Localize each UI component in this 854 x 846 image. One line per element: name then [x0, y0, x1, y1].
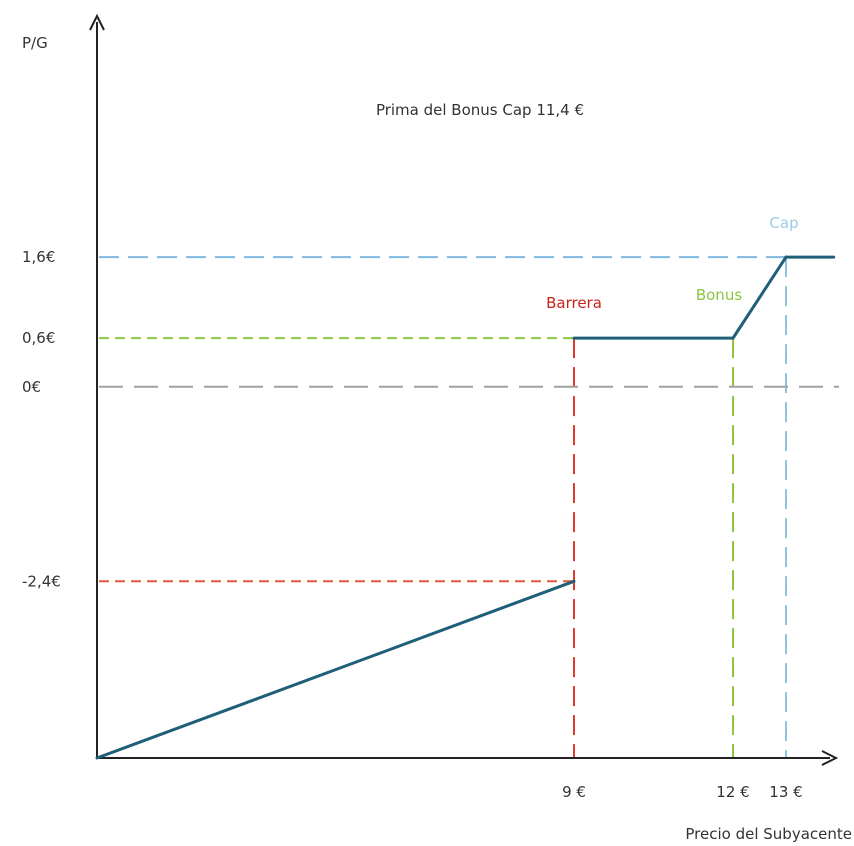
x-tick-label: 9 €	[562, 783, 586, 801]
y-tick-label: 1,6€	[22, 248, 55, 266]
y-tick-label: -2,4€	[22, 572, 61, 590]
annotations: Cap Bonus Barrera	[546, 214, 799, 312]
x-axis-label: Precio del Subyacente	[685, 825, 852, 843]
annotation-cap: Cap	[769, 214, 798, 232]
y-tick-label: 0,6€	[22, 329, 55, 347]
annotation-bonus: Bonus	[696, 286, 742, 304]
y-axis-arrowhead	[89, 13, 105, 31]
x-tick-label: 12 €	[716, 783, 749, 801]
payoff-segment	[95, 579, 576, 760]
y-axis-label: P/G	[22, 34, 48, 52]
tick-labels: 9 € 12 € 13 € 1,6€ 0,6€ 0€ -2,4€	[22, 248, 803, 801]
y-tick-label: 0€	[22, 378, 41, 396]
payoff-series	[95, 255, 836, 760]
reference-lines	[99, 256, 839, 758]
payoff-segment	[731, 255, 788, 340]
annotation-barrera: Barrera	[546, 294, 602, 312]
axes	[89, 13, 839, 766]
x-tick-label: 13 €	[769, 783, 802, 801]
x-axis-arrowhead	[821, 750, 839, 766]
chart-title: Prima del Bonus Cap 11,4 €	[376, 101, 584, 119]
